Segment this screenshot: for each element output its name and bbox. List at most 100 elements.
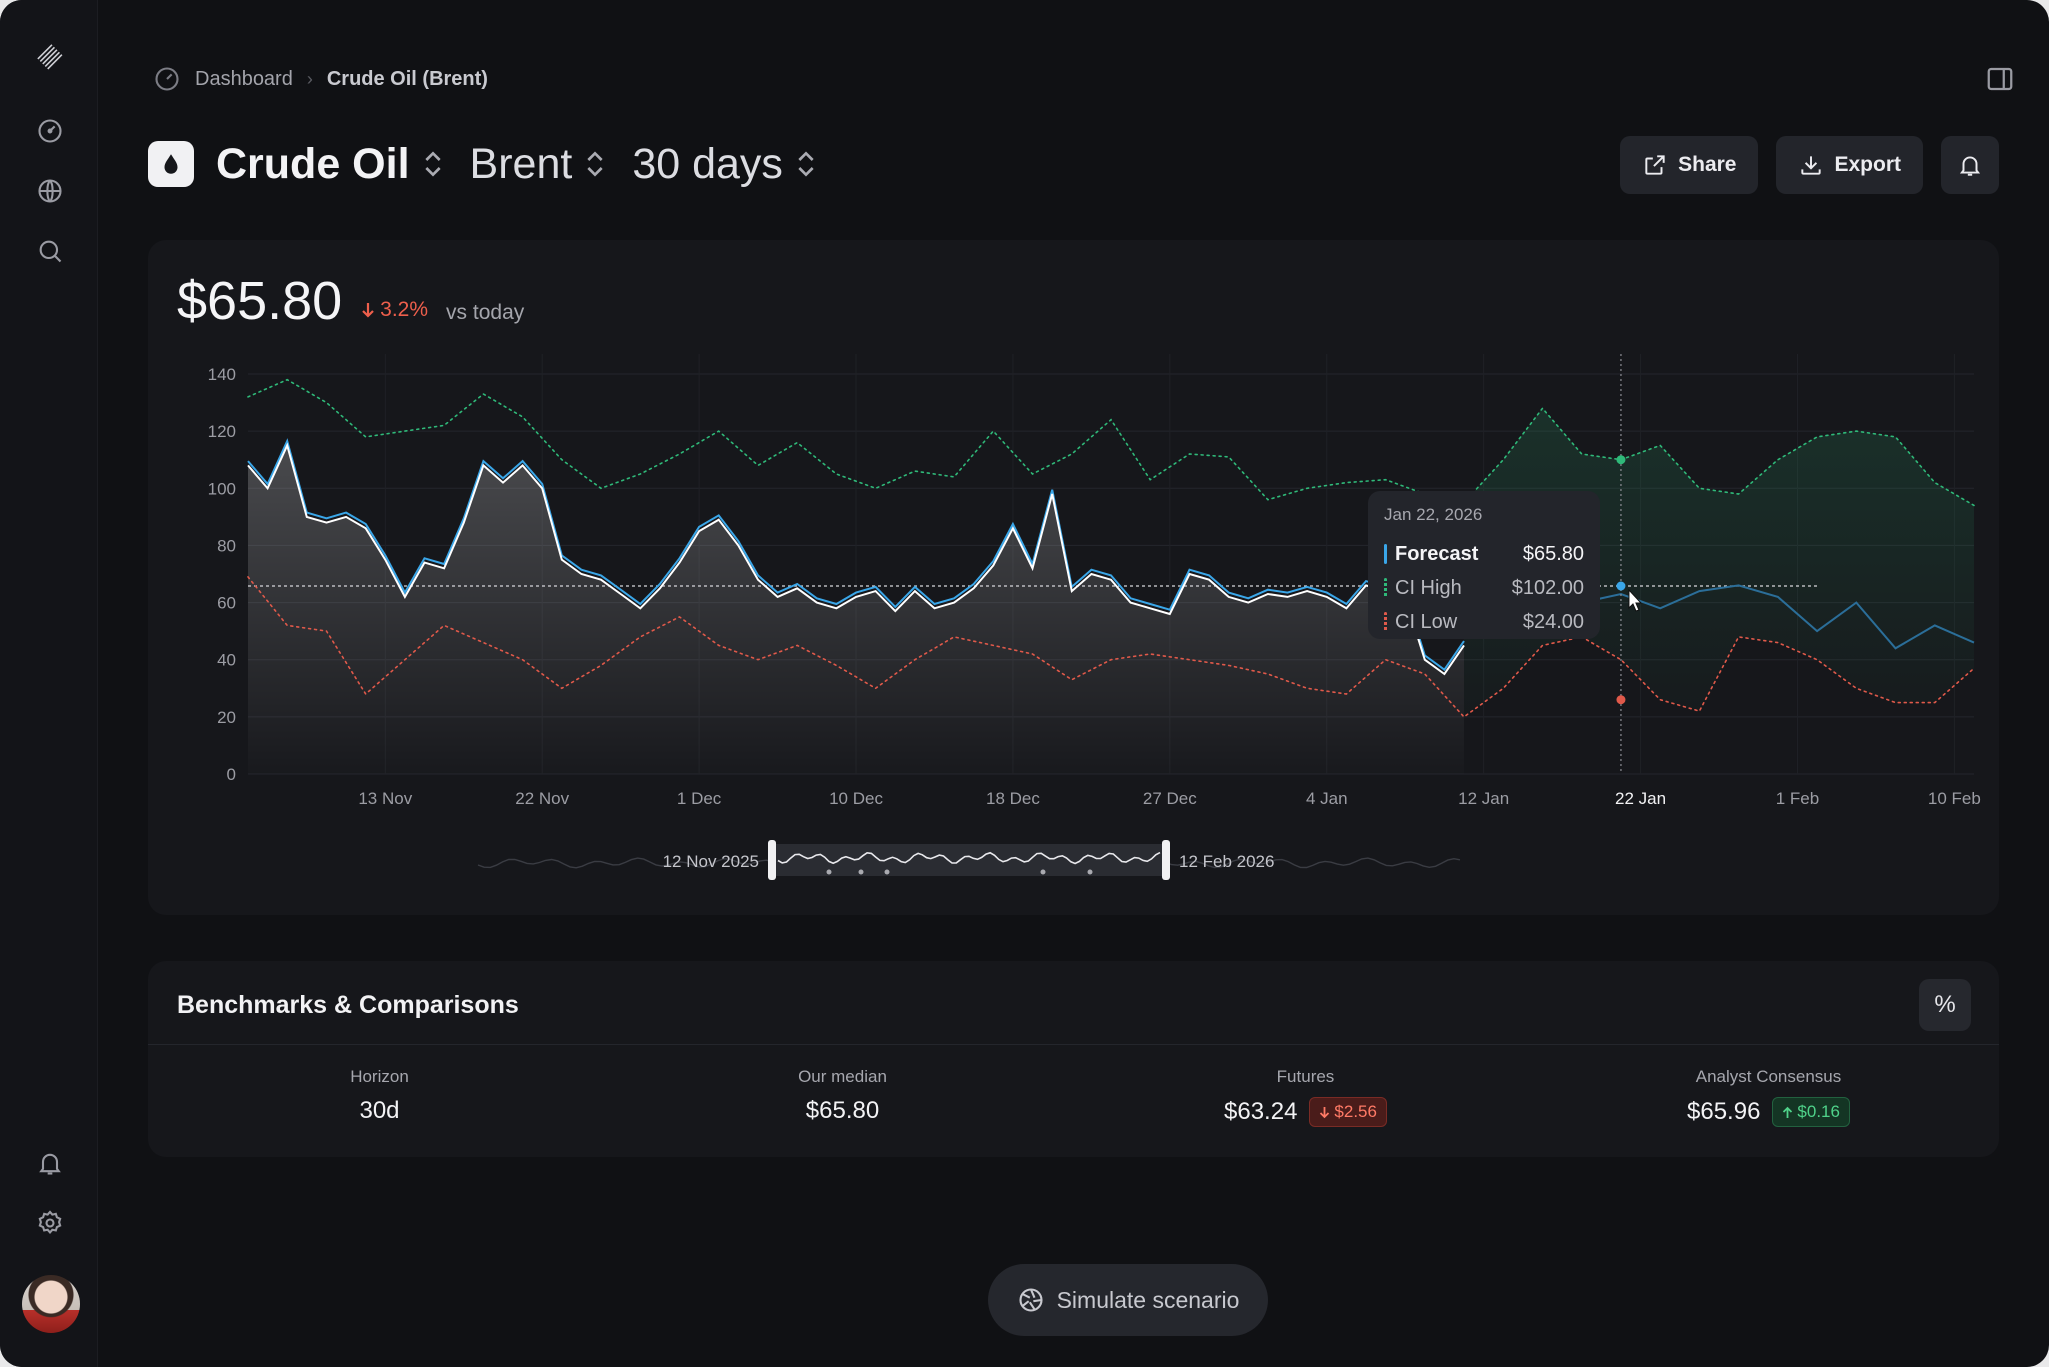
benchmarks-card: Benchmarks & Comparisons % Horizon 30d O… [148, 961, 1999, 1157]
search-icon[interactable] [29, 230, 71, 272]
navigator-event-dot [1040, 869, 1046, 875]
breadcrumb: Dashboard › Crude Oil (Brent) [153, 64, 488, 94]
simulate-scenario-button[interactable]: Simulate scenario [988, 1264, 1268, 1336]
benchmark-label: Horizon [350, 1067, 409, 1086]
tooltip-row-ci-low: CI Low $24.00 [1384, 605, 1584, 639]
forecast-history-line [247, 438, 1465, 672]
navigator-selected-line [777, 851, 1161, 865]
download-icon [1801, 156, 1822, 175]
confidence-band [1464, 408, 1974, 717]
updown-chevron-icon [424, 151, 441, 177]
ci-high-line [247, 378, 1975, 507]
navigator-window [772, 844, 1166, 876]
share-icon [1645, 155, 1665, 175]
tooltip-row-ci-high: CI High $102.00 [1384, 571, 1584, 605]
benchmark-consensus: Analyst Consensus $65.96 $0.16 [1537, 1067, 2000, 1127]
share-button[interactable]: Share [1620, 136, 1759, 194]
benchmark-value: $65.96 [1687, 1098, 1761, 1125]
divider [148, 1044, 1999, 1045]
export-button[interactable]: Export [1776, 136, 1923, 194]
arrow-down-icon [1320, 1106, 1330, 1118]
x-tick-label: 4 Jan [1306, 789, 1348, 808]
updown-chevron-icon [798, 151, 814, 177]
y-tick-label: 40 [217, 651, 236, 670]
bell-icon [1959, 156, 1981, 176]
benchmark-label: Futures [1276, 1067, 1335, 1086]
y-tick-label: 80 [217, 536, 236, 555]
navigator-event-dot [1087, 869, 1093, 875]
benchmark-value: 30d [359, 1097, 400, 1124]
benchmark-label: Brent [469, 139, 573, 188]
navigator-event-dot [884, 869, 890, 875]
oil-drop-icon [148, 141, 194, 187]
tooltip-value: $24.00 [1522, 610, 1584, 633]
badge-value: $2.56 [1334, 1102, 1377, 1121]
benchmark-horizon: Horizon 30d [148, 1067, 611, 1125]
sidebar [0, 0, 98, 1367]
ci-low-line [247, 576, 1975, 718]
tooltip-row-forecast: Forecast $65.80 [1384, 537, 1584, 571]
breadcrumb-root[interactable]: Dashboard [195, 67, 293, 90]
navigator-event-dot [826, 869, 832, 875]
ci-low-legend-swatch [1384, 612, 1387, 632]
forecast-legend-swatch [1384, 544, 1387, 564]
forecast-chart[interactable]: 0 20 40 60 80 100 120 140 13 Nov 22 Nov 1 Dec 10 De… [148, 240, 1999, 915]
chevron-right-icon: › [306, 68, 313, 89]
dashboard-gauge-icon[interactable] [29, 110, 71, 152]
y-tick-label: 0 [227, 765, 236, 784]
navigator-start-label: 12 Nov 2025 [663, 852, 759, 871]
benchmark-selector[interactable]: Brent [470, 140, 607, 189]
simulate-label: Simulate scenario [1056, 1286, 1240, 1313]
settings-gear-icon[interactable] [29, 1202, 71, 1244]
x-tick-label: 12 Jan [1458, 789, 1509, 808]
x-tick-label: 10 Feb [1928, 789, 1981, 808]
price-delta-value: 3.2% [380, 298, 429, 321]
badge-value: $0.16 [1797, 1102, 1840, 1121]
x-tick-label: 1 Dec [677, 789, 722, 808]
alerts-button[interactable] [1941, 136, 1999, 194]
y-tick-label: 60 [217, 594, 236, 613]
arrow-down-icon [362, 303, 374, 318]
tooltip-value: $102.00 [1511, 576, 1584, 599]
x-tick-label: 27 Dec [1143, 789, 1197, 808]
price-delta: 3.2% [360, 298, 428, 322]
ci-low-point [1616, 695, 1626, 705]
aperture-icon [1019, 1288, 1043, 1312]
futures-diff-badge: $2.56 [1309, 1097, 1387, 1127]
benchmark-value: $65.80 [805, 1097, 880, 1124]
notifications-icon[interactable] [29, 1142, 71, 1184]
tooltip-label: CI High [1395, 576, 1462, 599]
x-tick-label: 10 Dec [829, 789, 883, 808]
tooltip-label: CI Low [1395, 610, 1458, 633]
navigator-event-dot [858, 869, 864, 875]
y-tick-label: 20 [217, 708, 236, 727]
forecast-point [1616, 581, 1626, 591]
share-label: Share [1678, 153, 1737, 176]
benchmark-median: Our median $65.80 [611, 1067, 1074, 1125]
globe-icon[interactable] [29, 170, 71, 212]
export-label: Export [1834, 153, 1901, 176]
consensus-diff-badge: $0.16 [1772, 1097, 1850, 1127]
navigator-handle[interactable] [768, 840, 776, 880]
benchmark-value: $63.24 [1224, 1098, 1298, 1125]
tooltip-label: Forecast [1395, 542, 1479, 565]
panel-toggle-icon[interactable] [1985, 64, 2015, 94]
breadcrumb-current: Crude Oil (Brent) [326, 67, 488, 90]
user-avatar[interactable] [22, 1275, 80, 1333]
horizon-selector[interactable]: 30 days [632, 140, 817, 189]
main-content: Dashboard › Crude Oil (Brent) Crude Oil … [103, 0, 2049, 1367]
mouse-cursor-icon [1628, 588, 1643, 612]
logo-icon[interactable] [29, 36, 71, 78]
x-tick-label: 22 Nov [515, 789, 569, 808]
benchmark-futures: Futures $63.24 $2.56 [1074, 1067, 1537, 1127]
percent-toggle-button[interactable]: % [1919, 979, 1971, 1031]
asset-selector[interactable]: Crude Oil [216, 140, 444, 189]
updown-chevron-icon [587, 151, 603, 177]
price-summary: $65.80 3.2% vs today [177, 270, 524, 332]
price-vs-label: vs today [446, 301, 525, 324]
horizon-label: 30 days [632, 139, 783, 188]
title-row: Crude Oil Brent 30 days [148, 136, 843, 192]
navigator-handle[interactable] [1162, 840, 1170, 880]
benchmark-label: Analyst Consensus [1695, 1067, 1842, 1086]
y-tick-label: 120 [208, 422, 236, 441]
